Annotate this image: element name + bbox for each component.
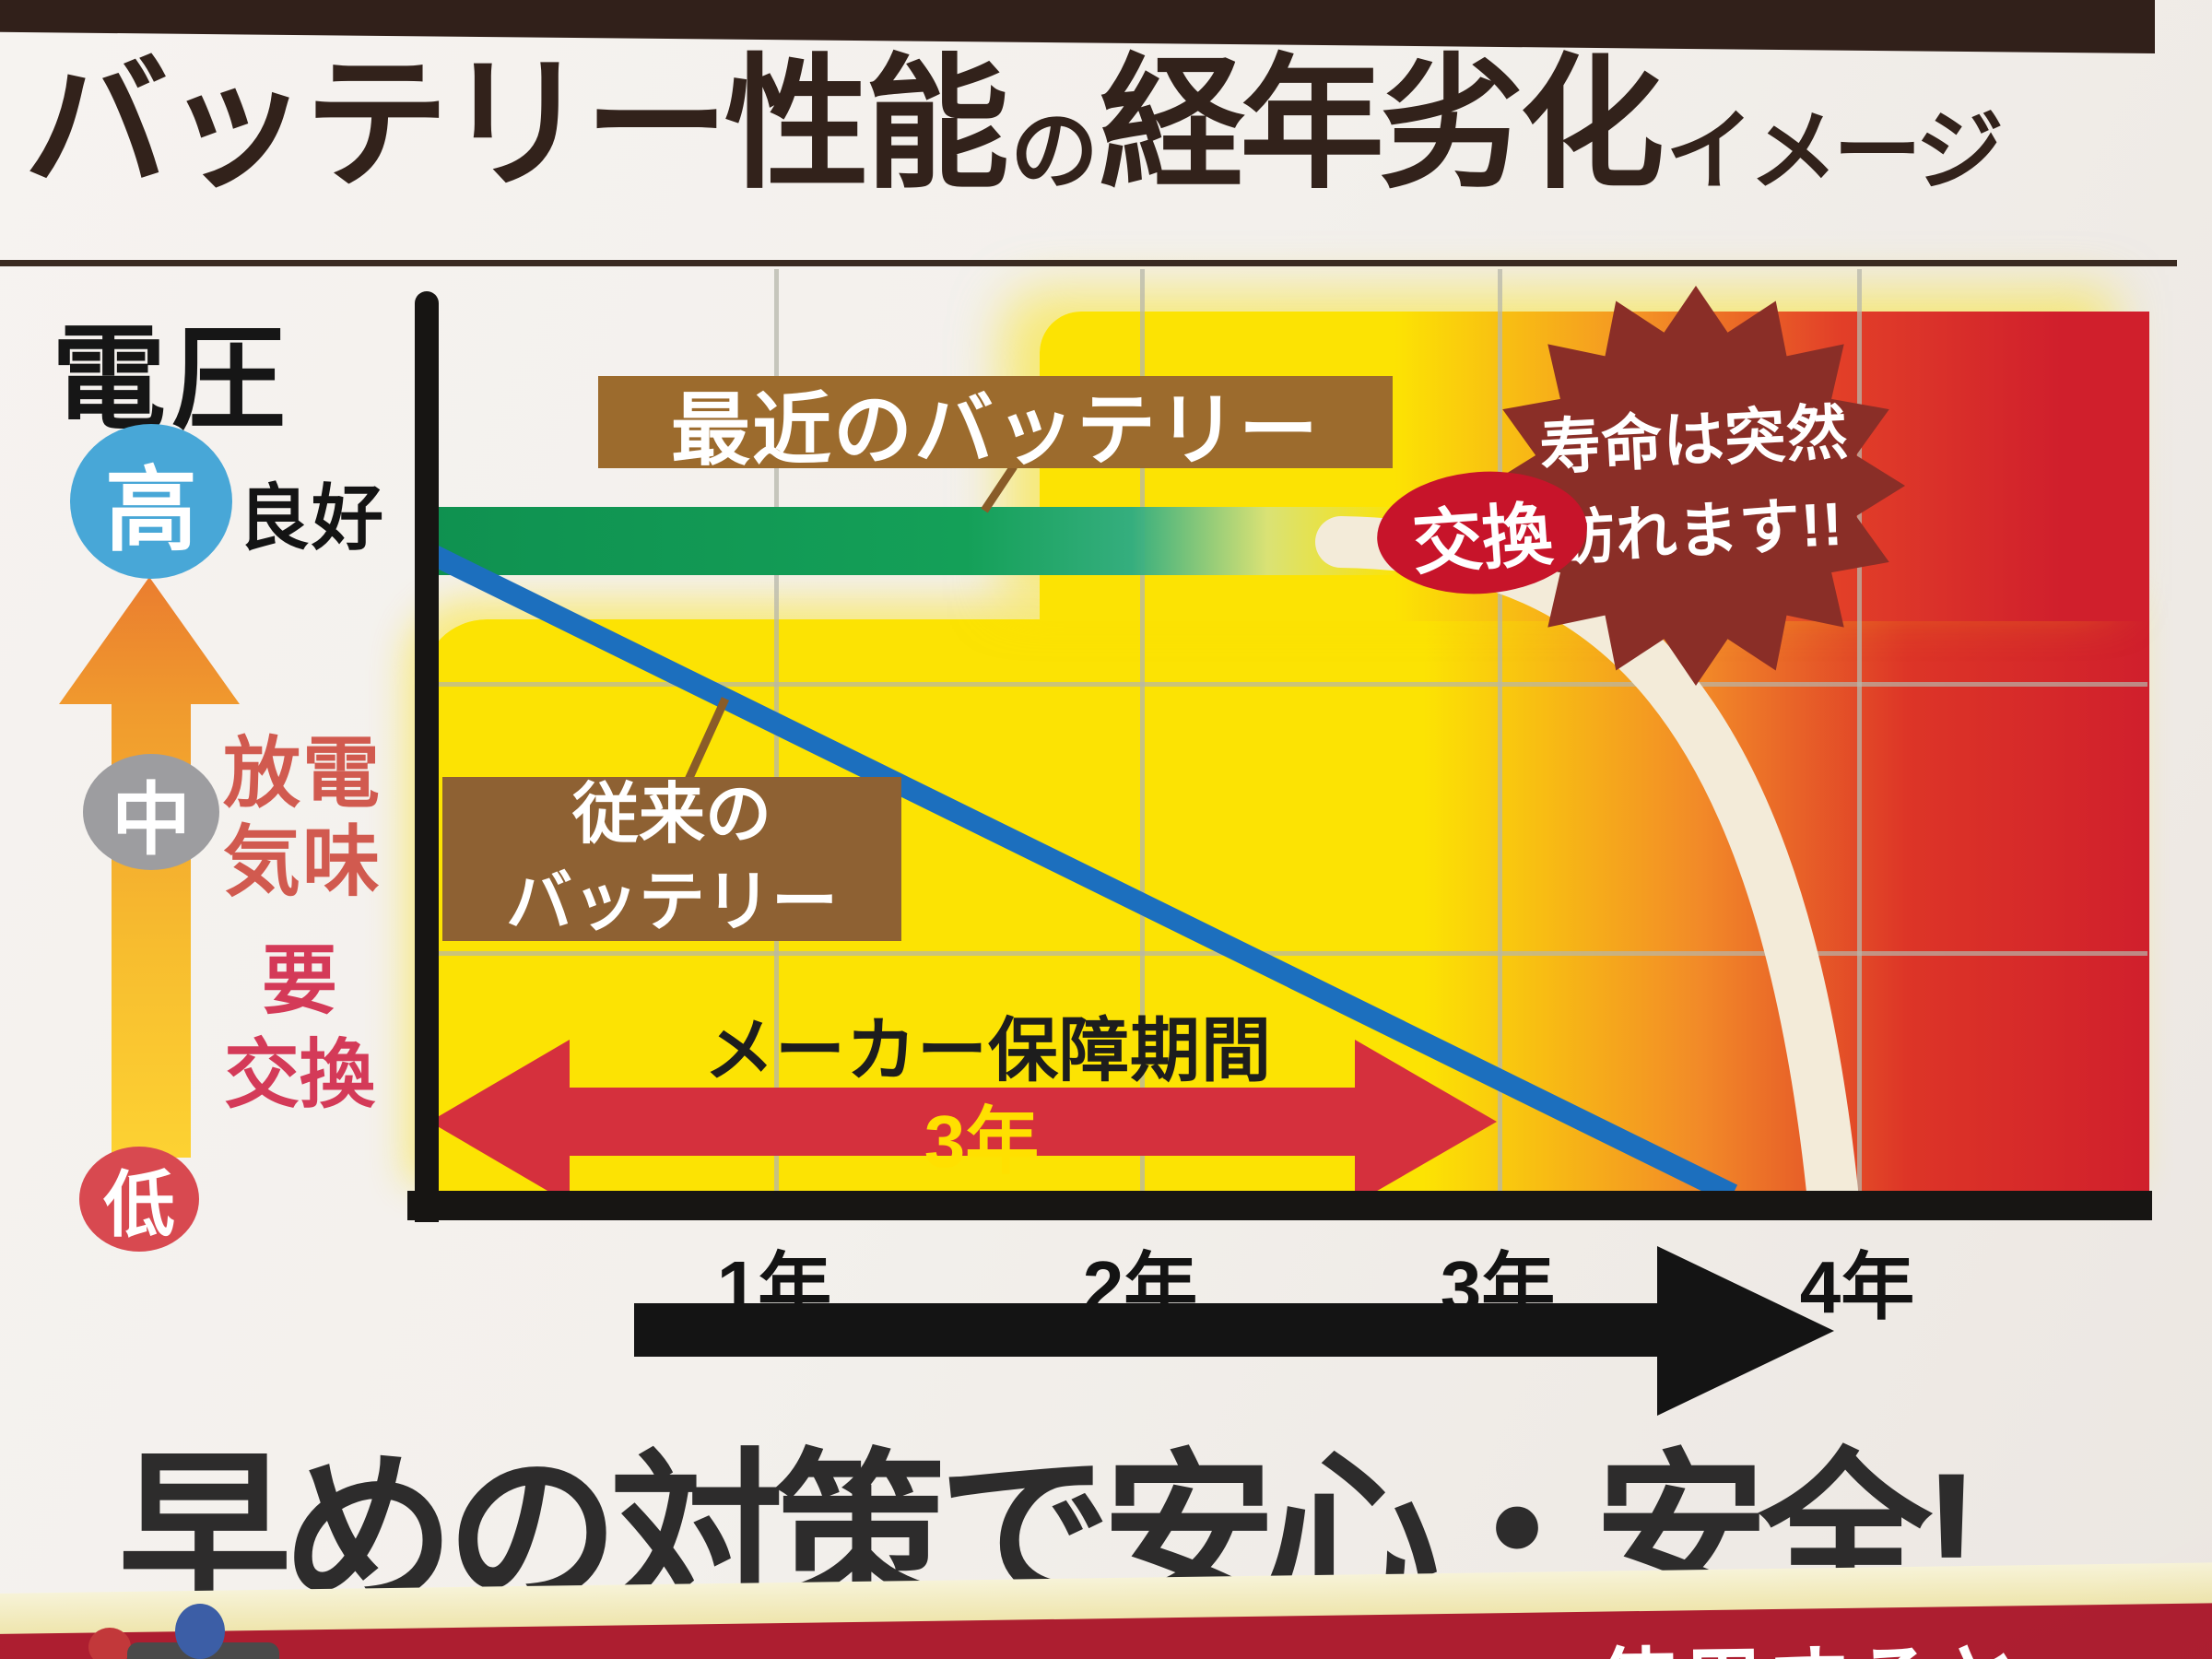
warranty-arrow-shaft xyxy=(562,1088,1360,1156)
starburst-line1: 寿命は突然 xyxy=(1537,397,1850,482)
gridline-horizontal-2 xyxy=(426,951,2147,956)
time-arrow-shaft-icon xyxy=(634,1303,1674,1357)
warranty-years-label: 3年 xyxy=(924,1100,1040,1182)
x-tick-year-4: 4年 xyxy=(1799,1246,1915,1328)
zone-label-replace: 要 交換 xyxy=(212,935,387,1122)
title-main-2: 経年劣化 xyxy=(1100,44,1665,206)
label-conventional-line2: バッテリー xyxy=(505,865,838,939)
level-low-label: 低 xyxy=(102,1164,175,1245)
page-title: バッテリー性能 の 経年劣化 イメージ xyxy=(24,39,2199,212)
battery-terminal-red-icon xyxy=(88,1628,131,1659)
zone-discharging-line1: 放電 xyxy=(223,730,382,817)
level-badge-high: 高 xyxy=(70,424,232,579)
title-suffix: イメージ xyxy=(1665,102,2004,202)
y-axis-title: 電圧 xyxy=(52,316,292,443)
zone-replace-line2: 交換 xyxy=(223,1032,375,1117)
level-mid-label: 中 xyxy=(112,775,191,865)
title-underline xyxy=(0,260,2177,266)
starburst-line2: 訪れます!! xyxy=(1551,488,1845,573)
leader-line-conventional xyxy=(684,697,730,782)
label-conventional-line1: 従来の xyxy=(571,777,771,852)
y-axis-line xyxy=(415,291,439,1222)
x-axis-line xyxy=(407,1191,2152,1220)
level-badge-mid: 中 xyxy=(83,754,219,870)
gridline-year-4 xyxy=(1857,269,1862,1202)
gridline-year-2 xyxy=(1140,269,1145,1202)
replace-badge-label: 交換 xyxy=(1409,495,1556,584)
bottom-band-text: 使用すると xyxy=(1595,1615,2030,1659)
level-badge-low: 低 xyxy=(79,1147,199,1252)
starburst-text: 寿命は突然 訪れます!! xyxy=(1537,386,1855,584)
series-conventional-line xyxy=(420,541,1738,1205)
label-box-recent-battery: 最近のバッテリー xyxy=(598,376,1393,475)
label-conventional-battery: 従来の バッテリー xyxy=(506,771,838,947)
zone-label-good: 良好 xyxy=(238,477,386,559)
gridline-year-3 xyxy=(1498,269,1502,1202)
level-high-label: 高 xyxy=(105,458,197,562)
gridline-horizontal-1 xyxy=(426,682,2147,687)
zone-label-discharging: 放電 気味 xyxy=(223,730,382,907)
title-particle: の xyxy=(1010,102,1099,202)
battery-terminal-blue-icon xyxy=(175,1604,225,1659)
series-recent-battery-band xyxy=(431,507,1404,575)
zone-discharging-line2: 気味 xyxy=(223,818,382,905)
zone-replace-line1: 要 xyxy=(261,939,337,1023)
title-main-1: バッテリー性能 xyxy=(24,44,1009,206)
label-recent-battery: 最近のバッテリー xyxy=(671,385,1320,475)
warranty-period-label: メーカー保障期間 xyxy=(704,1012,1272,1090)
leader-line-recent xyxy=(981,464,1018,513)
label-box-conventional-battery: 従来の バッテリー xyxy=(442,777,901,941)
